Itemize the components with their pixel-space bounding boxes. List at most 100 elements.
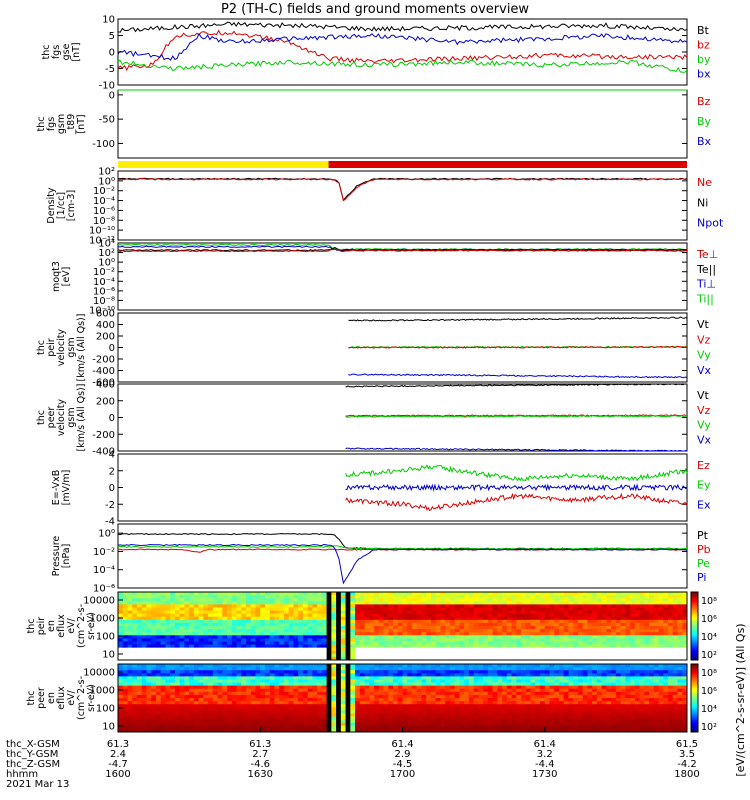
heatmap-cell [302,682,309,687]
heatmap-cell [321,598,328,602]
heatmap-cell [478,725,484,730]
heatmap-cell [459,595,465,599]
heatmap-cell [411,613,418,618]
heatmap-cell [298,595,304,599]
heatmap-cell [634,626,640,630]
heatmap-cell [615,656,622,661]
heatmap-cell [487,704,493,708]
heatmap-cell [312,626,318,630]
heatmap-cell [307,613,313,618]
heatmap-cell [174,616,181,621]
heatmap-cell [274,685,280,690]
heatmap-cell [293,604,299,608]
heatmap-cell [241,694,247,699]
heatmap-cell [359,656,365,661]
heatmap-cell [170,716,176,721]
y-tick-label: 100 [96,632,115,643]
heatmap-cell [212,725,218,730]
heatmap-cell [639,656,645,661]
heatmap-cell [336,601,342,605]
heatmap-cell [464,592,470,596]
heatmap-cell [274,667,280,671]
heatmap-cell [549,719,555,724]
heatmap-cell [269,613,275,618]
heatmap-cell [136,629,143,633]
heatmap-cell [483,595,489,599]
heatmap-cell [350,616,356,621]
heatmap-cell [440,604,446,608]
heatmap-cell [118,592,124,596]
heatmap-cell [649,601,655,605]
heatmap-cell [535,673,541,677]
heatmap-cell [179,694,185,699]
heatmap-cell [558,647,565,652]
heatmap-cell [260,688,266,693]
heatmap-cell [193,716,200,721]
heatmap-cell [127,694,133,699]
heatmap-cell [269,682,275,687]
heatmap-cell [473,650,479,655]
heatmap-cell [203,626,209,630]
heatmap-cell [288,725,294,730]
heatmap-cell [359,650,365,655]
heatmap-cell [260,676,266,680]
heatmap-cell [525,635,531,639]
heatmap-cell [449,607,456,611]
heatmap-cell [279,622,285,627]
heatmap-cell [174,647,181,652]
heatmap-cell [288,679,294,683]
heatmap-cell [454,601,460,605]
heatmap-cell [516,694,522,699]
heatmap-cell [558,629,565,633]
heatmap-cell [426,676,432,680]
heatmap-cell [255,698,261,702]
heatmap-cell [393,716,399,721]
heatmap-cell [184,610,190,615]
heatmap-cell [132,650,138,655]
heatmap-cell [350,698,356,702]
heatmap-cell [383,685,389,690]
heatmap-cell [269,604,275,608]
heatmap-cell [416,653,422,658]
heatmap-cell [331,644,337,649]
heatmap-cell [625,629,631,633]
heatmap-cell [174,592,181,596]
heatmap-cell [246,707,252,711]
heatmap-cell [449,682,456,687]
heatmap-cell [644,592,650,596]
heatmap-cell [378,704,384,708]
heatmap-cell [378,701,384,705]
y-axis-label-line-1: thc [36,117,47,132]
heatmap-cell [298,704,304,708]
heatmap-cell [535,592,541,596]
heatmap-cell [668,644,674,649]
heatmap-cell [440,626,446,630]
heatmap-cell [179,626,185,630]
heatmap-cell [402,644,408,649]
heatmap-cell [411,641,418,645]
heatmap-cell [601,647,607,652]
heatmap-cell [369,728,375,733]
heatmap-cell [596,638,603,642]
heatmap-cell [445,622,451,627]
heatmap-cell [393,664,399,668]
heatmap-cell [155,592,162,596]
heatmap-cell [459,694,465,699]
heatmap-cell [269,647,275,652]
heatmap-cell [307,598,313,602]
heatmap-cell [222,653,228,658]
heatmap-cell [340,710,346,714]
heatmap-cell [672,656,678,661]
heatmap-cell [459,641,465,645]
heatmap-cell [516,610,522,615]
heatmap-cell [554,716,560,721]
heatmap-cell [293,656,299,661]
heatmap-cell [132,653,138,658]
heatmap-cell [203,656,209,661]
heatmap-cell [492,598,498,602]
heatmap-cell [388,616,394,621]
heatmap-cell [132,601,138,605]
heatmap-cell [170,595,176,599]
heatmap-cell [165,691,171,696]
heatmap-cell [364,679,370,683]
